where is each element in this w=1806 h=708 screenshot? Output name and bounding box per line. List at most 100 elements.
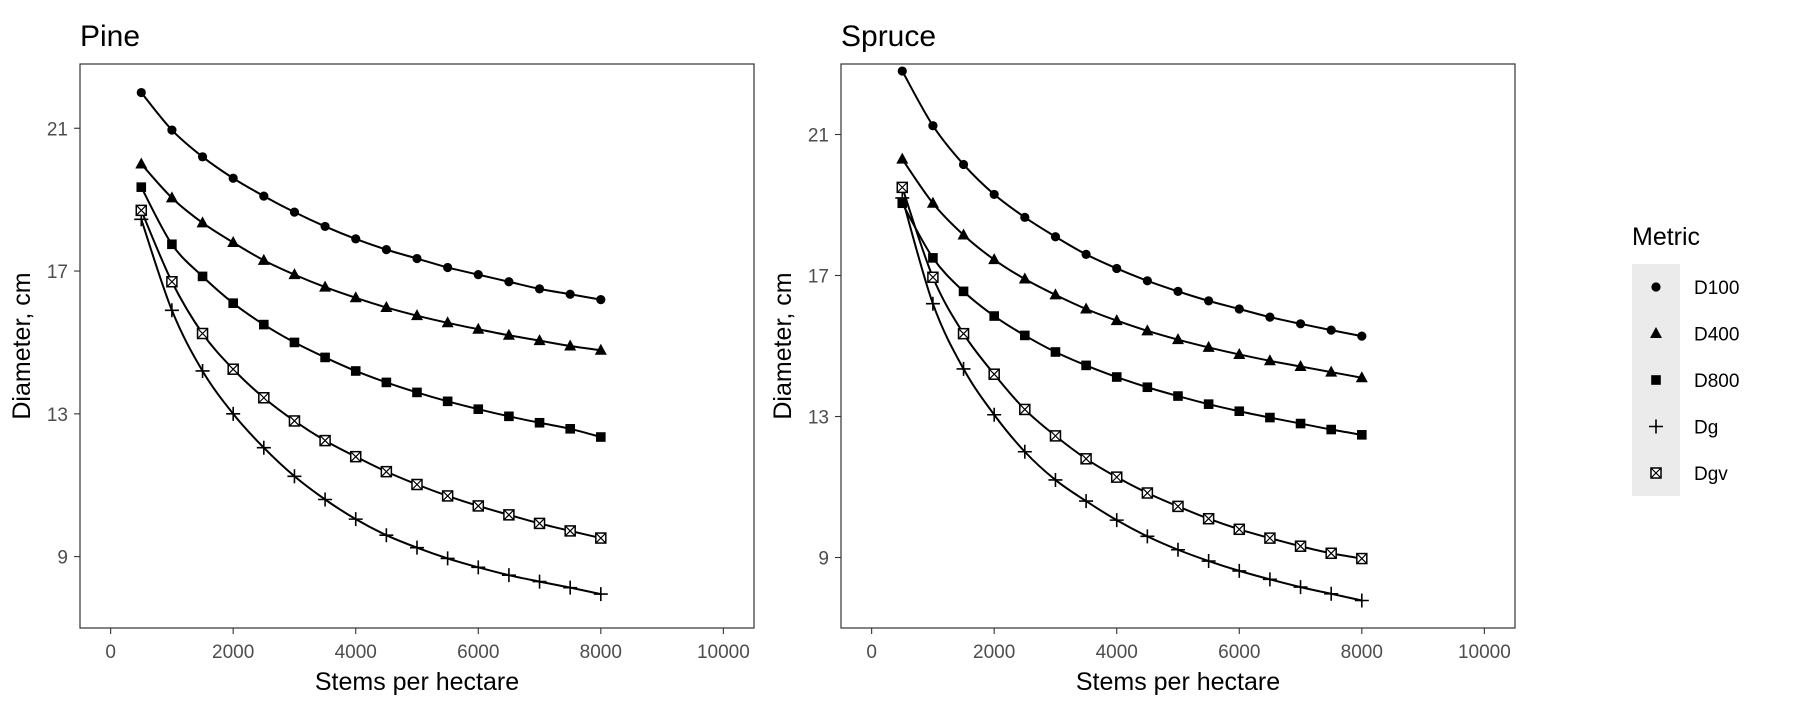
- spruce-line-dg: [901, 197, 1363, 602]
- pine-point-dg: [287, 469, 302, 484]
- legend-label: Dg: [1694, 418, 1718, 439]
- pine-point-dg: [348, 512, 363, 527]
- pine-point-d800: [381, 377, 392, 388]
- pine-point-dgv: [441, 490, 454, 502]
- spruce-point-d800: [1234, 406, 1245, 417]
- spruce-y-tick-label: 17: [808, 267, 829, 288]
- pine-point-dg: [256, 440, 271, 455]
- spruce-x-tick-label: 6000: [1218, 642, 1260, 663]
- pine-point-dgv: [258, 392, 270, 404]
- pine-point-dgv: [227, 363, 239, 375]
- pine-point-d800: [197, 271, 208, 282]
- legend-label: Dgv: [1694, 464, 1728, 485]
- pine-point-d800: [228, 298, 238, 308]
- pine-point-d400: [441, 316, 454, 328]
- pine-plot-area: [79, 63, 755, 629]
- pine-point-dg: [532, 574, 547, 589]
- spruce-point-d800: [1357, 430, 1367, 440]
- pine-point-d400: [502, 328, 515, 340]
- spruce-point-dgv: [1172, 500, 1184, 513]
- pine-point-dgv: [595, 532, 607, 544]
- spruce-point-d100: [928, 121, 938, 131]
- legend-label: D400: [1694, 325, 1739, 346]
- pine-point-dgv: [472, 500, 485, 512]
- spruce-point-d400: [1263, 354, 1276, 366]
- pine-point-d100: [320, 221, 330, 232]
- legend-label: D100: [1694, 278, 1739, 299]
- pine-point-d400: [564, 339, 577, 351]
- pine-point-dg: [471, 560, 486, 575]
- spruce-point-d400: [1172, 333, 1184, 345]
- pine-point-d100: [136, 87, 146, 98]
- spruce-series-d100: [897, 66, 1367, 341]
- pine-line-d100: [140, 91, 601, 301]
- pine-y-tick-label: 13: [47, 405, 68, 426]
- pine-y-tick-label: 9: [57, 548, 68, 569]
- pine-x-tick-label: 0: [105, 642, 116, 663]
- spruce-point-d400: [1110, 314, 1123, 326]
- pine-y-axis-title: Diameter, cm: [8, 272, 36, 419]
- spruce-point-d400: [1141, 324, 1154, 336]
- pine-point-dgv: [349, 450, 362, 463]
- spruce-point-d800: [1081, 360, 1091, 371]
- spruce-point-d800: [1203, 399, 1214, 409]
- spruce-line-d400: [901, 158, 1363, 379]
- pine-point-d400: [135, 157, 148, 169]
- pine-point-dgv: [533, 517, 546, 530]
- spruce-y-tick-label: 21: [808, 126, 829, 147]
- pine-point-d100: [381, 245, 391, 255]
- spruce-point-d800: [1050, 347, 1061, 357]
- spruce-point-d800: [928, 253, 938, 263]
- pine-point-d400: [472, 322, 485, 334]
- legend-label: D800: [1694, 371, 1739, 392]
- pine-point-d100: [289, 207, 300, 217]
- pine-point-dgv: [288, 415, 301, 427]
- pine-point-dg: [195, 363, 210, 378]
- spruce-point-dgv: [1080, 453, 1092, 465]
- spruce-point-d100: [958, 159, 969, 170]
- pine-point-d400: [288, 268, 301, 280]
- spruce-series-d400: [896, 152, 1368, 383]
- pine-point-d100: [197, 152, 208, 162]
- spruce-x-axis-title: Stems per hectare: [1076, 668, 1280, 696]
- pine-point-dg: [410, 540, 424, 555]
- spruce-line-d800: [901, 202, 1362, 436]
- pine-point-d100: [228, 173, 238, 183]
- pine-point-d400: [349, 291, 362, 303]
- pine-panel: Pine 0 2000 4000 6000 8000 10000 9 13 17 21 Stems p…: [8, 20, 755, 696]
- legend-key-dg: [1649, 419, 1663, 434]
- pine-point-d100: [504, 277, 514, 287]
- pine-point-d100: [565, 289, 575, 299]
- pine-point-d100: [473, 270, 483, 280]
- spruce-point-d800: [1326, 424, 1336, 435]
- spruce-point-d400: [1080, 302, 1093, 314]
- pine-point-d800: [473, 404, 484, 414]
- pine-point-d400: [196, 216, 209, 228]
- pine-point-d400: [165, 191, 178, 203]
- pine-point-dgv: [503, 509, 515, 521]
- spruce-point-dg: [1079, 494, 1094, 509]
- spruce-line-d100: [901, 70, 1363, 338]
- pine-point-d400: [594, 343, 607, 355]
- spruce-point-dgv: [896, 181, 909, 194]
- legend-item-d800: D800: [1651, 371, 1739, 392]
- legend-title: Metric: [1632, 223, 1700, 251]
- legend-item-dg: Dg: [1649, 418, 1718, 439]
- pine-point-d400: [227, 235, 240, 247]
- spruce-point-d400: [1355, 371, 1368, 383]
- spruce-point-dgv: [1233, 523, 1246, 536]
- spruce-point-dg: [1109, 513, 1124, 528]
- spruce-point-d100: [1295, 319, 1306, 329]
- pine-point-dgv: [196, 327, 209, 340]
- spruce-point-d800: [1265, 412, 1275, 423]
- spruce-point-d100: [1234, 304, 1244, 314]
- pine-point-d100: [259, 191, 269, 201]
- spruce-point-d800: [1142, 382, 1153, 393]
- spruce-point-dgv: [1141, 487, 1154, 499]
- spruce-point-dgv: [957, 327, 970, 340]
- spruce-y-tick-label: 9: [818, 549, 829, 570]
- spruce-x-tick-label: 0: [866, 642, 877, 663]
- pine-point-d800: [596, 432, 606, 442]
- pine-series-dgv: [135, 204, 607, 544]
- pine-y-tick-label: 21: [47, 119, 68, 140]
